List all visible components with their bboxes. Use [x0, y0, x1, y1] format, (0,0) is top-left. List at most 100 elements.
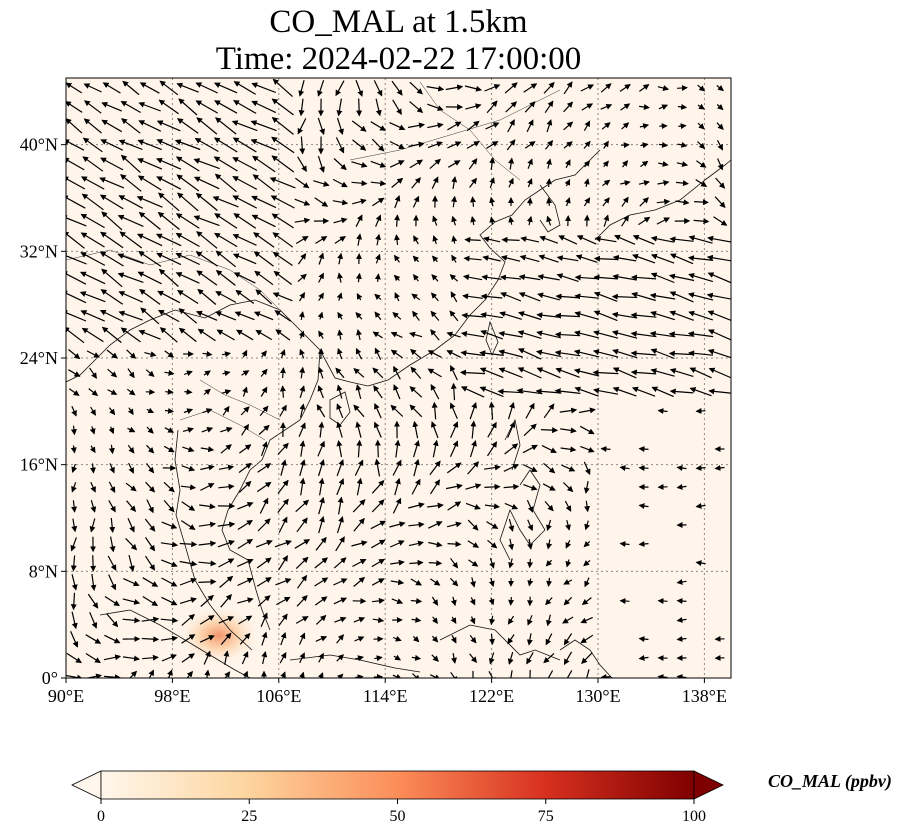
wind-arrow: [299, 459, 306, 476]
wind-arrow: [431, 401, 438, 420]
wind-arrow: [451, 254, 458, 263]
wind-arrow: [336, 384, 343, 399]
wind-arrow: [676, 180, 689, 187]
wind-arrow: [565, 539, 572, 549]
wind-arrow: [694, 199, 709, 206]
wind-arrow: [584, 520, 591, 531]
wind-arrow: [161, 654, 177, 662]
wind-arrow: [155, 233, 182, 247]
wind-arrow: [99, 309, 124, 323]
wind-arrow: [317, 440, 325, 457]
wind-arrow: [393, 365, 401, 380]
wind-arrow: [371, 578, 385, 586]
wind-arrow: [337, 496, 344, 515]
wind-arrow: [450, 671, 458, 678]
wind-arrow: [543, 403, 555, 419]
wind-arrow: [156, 139, 181, 151]
wind-arrow: [527, 578, 534, 587]
wind-arrow: [66, 215, 87, 227]
wind-arrow: [257, 518, 271, 532]
wind-arrow: [159, 80, 179, 96]
wind-arrow: [688, 350, 713, 357]
wind-arrow: [118, 310, 143, 321]
wind-arrow: [118, 195, 143, 209]
wind-arrow: [239, 444, 252, 454]
wind-arrow: [545, 614, 552, 627]
wind-arrow: [261, 631, 268, 646]
wind-arrow: [612, 254, 637, 262]
wind-arrow: [713, 216, 728, 226]
wind-arrow: [157, 211, 180, 230]
wind-arrow: [71, 500, 78, 513]
wind-arrow: [237, 577, 254, 587]
wind-arrow: [391, 177, 404, 188]
wind-arrow: [296, 594, 308, 607]
wind-arrow: [460, 386, 485, 398]
wind-arrow: [298, 330, 305, 339]
wind-arrow: [119, 231, 143, 249]
wind-arrow: [337, 673, 344, 678]
wind-arrow: [563, 141, 573, 149]
wind-arrow: [583, 120, 591, 131]
wind-arrow: [117, 214, 144, 227]
wind-arrow: [120, 100, 141, 114]
wind-arrow: [484, 464, 501, 471]
wind-arrow: [200, 594, 214, 607]
wind-arrow: [277, 498, 289, 513]
wind-arrow: [233, 272, 256, 284]
lon-tick-label-5: 130°E: [575, 686, 620, 706]
wind-arrow: [138, 101, 161, 112]
wind-arrow: [108, 407, 116, 416]
wind-arrow: [656, 217, 670, 225]
wind-arrow: [413, 273, 419, 282]
wind-arrow: [708, 367, 731, 379]
wind-arrow: [489, 558, 495, 569]
wind-arrow: [583, 559, 591, 567]
wind-arrow: [224, 671, 231, 678]
wind-arrow: [504, 502, 519, 510]
wind-arrow: [223, 650, 230, 665]
wind-arrow: [335, 137, 345, 154]
wind-arrow: [526, 197, 533, 206]
wind-arrow: [519, 254, 540, 263]
wind-arrow: [109, 463, 115, 474]
wind-arrow: [103, 654, 122, 661]
wind-arrow: [80, 310, 105, 322]
wind-arrow: [146, 426, 154, 434]
wind-arrow: [355, 384, 362, 400]
wind-arrow: [156, 176, 182, 190]
wind-arrow: [255, 289, 273, 305]
wind-arrow: [523, 464, 538, 472]
wind-arrow: [465, 103, 482, 110]
wind-arrow: [156, 252, 182, 266]
wind-arrow: [545, 559, 553, 567]
wind-arrow: [251, 82, 277, 94]
wind-arrow: [70, 445, 77, 454]
wind-arrow: [465, 502, 481, 510]
wind-arrow: [200, 464, 215, 471]
wind-arrow: [181, 634, 196, 644]
wind-arrow: [156, 120, 181, 132]
colorbar-tick-label-0: 0: [97, 808, 105, 825]
wind-arrow: [146, 499, 154, 514]
wind-arrow: [294, 198, 311, 206]
wind-arrow: [431, 176, 439, 189]
wind-arrow: [70, 630, 79, 648]
wind-arrow: [179, 577, 197, 586]
wind-arrow: [469, 177, 478, 188]
wind-arrow: [445, 84, 464, 91]
wind-arrow: [182, 446, 195, 453]
wind-arrow: [295, 235, 309, 245]
wind-arrow: [101, 326, 122, 344]
wind-arrow: [118, 291, 143, 303]
wind-arrow: [279, 652, 287, 664]
wind-arrow: [200, 483, 215, 491]
wind-arrow: [221, 389, 232, 396]
colorbar-tick-label-4: 100: [682, 808, 706, 825]
wind-arrow: [79, 271, 106, 285]
wind-arrow: [313, 180, 330, 187]
wind-arrow: [318, 292, 324, 302]
wind-arrow: [337, 252, 344, 265]
wind-arrow: [238, 615, 253, 625]
wind-arrow: [272, 232, 294, 248]
